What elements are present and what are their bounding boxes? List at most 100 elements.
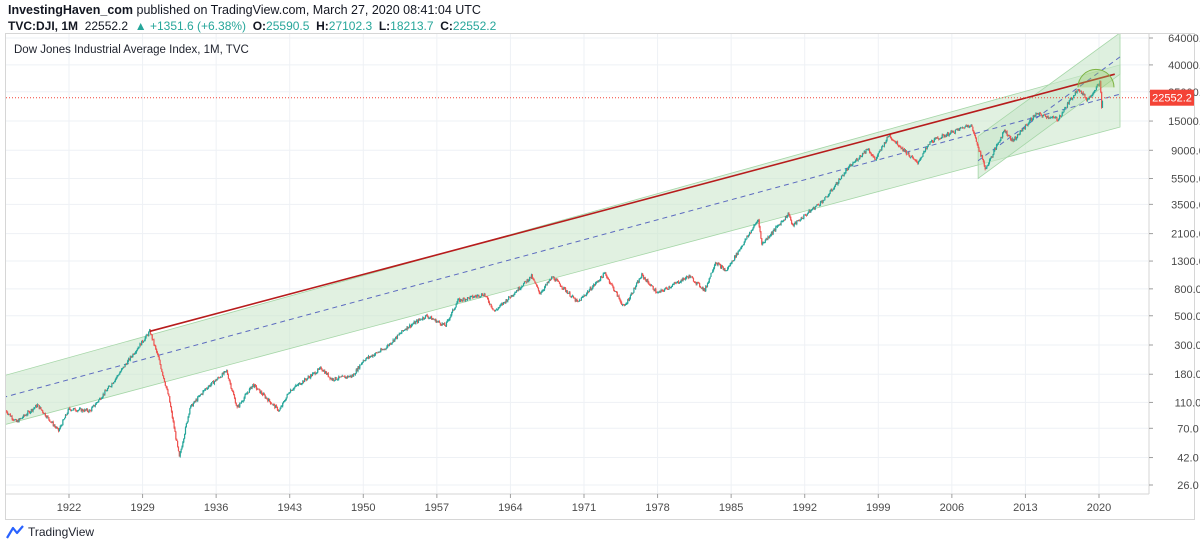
- candle-body: [114, 378, 117, 382]
- candle-body: [635, 286, 637, 289]
- candle-body: [734, 255, 736, 261]
- candle-body: [804, 214, 807, 216]
- candle-body: [18, 418, 20, 423]
- candle-body: [167, 389, 169, 395]
- candle-body: [346, 376, 348, 378]
- candle-body: [316, 372, 318, 374]
- candle-body: [1078, 89, 1080, 91]
- author-name[interactable]: InvestingHaven_com: [8, 3, 134, 17]
- candle-body: [41, 409, 43, 411]
- candle-body: [1009, 135, 1012, 140]
- candle-body: [957, 129, 959, 130]
- candle-body: [902, 147, 904, 151]
- candle-body: [152, 339, 154, 340]
- candle-body: [101, 397, 103, 399]
- candle-body: [129, 356, 131, 361]
- candle-body: [848, 165, 850, 167]
- candle-body: [460, 299, 462, 301]
- candle-body: [118, 374, 120, 376]
- candle-body: [965, 125, 967, 127]
- candle-body: [77, 410, 79, 412]
- candle-body: [889, 135, 892, 139]
- candle-body: [628, 298, 631, 301]
- candle-body: [290, 390, 293, 391]
- candle-body: [792, 224, 794, 226]
- candle-body: [578, 300, 580, 302]
- candle-body: [376, 352, 378, 354]
- candle-body: [273, 404, 275, 405]
- candle-body: [425, 314, 427, 316]
- candle-body: [191, 404, 193, 406]
- candle-body: [830, 189, 832, 192]
- candle-body: [50, 421, 52, 423]
- tradingview-brand[interactable]: TradingView: [28, 525, 95, 539]
- candle-body: [595, 281, 597, 284]
- candle-body: [203, 390, 205, 392]
- candle-body: [541, 291, 543, 293]
- candle-body: [1101, 92, 1103, 108]
- candle-body: [421, 319, 423, 321]
- candle-body: [776, 226, 778, 228]
- candle-body: [494, 309, 497, 312]
- candle-body: [158, 357, 160, 361]
- candle-body: [686, 276, 688, 278]
- candle-body: [418, 319, 420, 320]
- candle-body: [253, 384, 255, 388]
- candle-body: [92, 406, 94, 408]
- tradingview-logo-icon[interactable]: [6, 525, 24, 539]
- x-tick-label: 1971: [572, 502, 596, 514]
- candle-body: [572, 295, 575, 299]
- candle-body: [1061, 112, 1063, 116]
- candle-body: [611, 283, 613, 286]
- candle-body: [484, 293, 486, 297]
- symbol-label: TVC:DJI, 1M: [8, 19, 79, 33]
- candle-body: [1079, 90, 1081, 92]
- candle-body: [859, 155, 861, 159]
- candle-body: [490, 303, 492, 307]
- candle-body: [1016, 134, 1019, 138]
- candle-body: [882, 146, 884, 147]
- candle-body: [840, 178, 842, 180]
- candle-body: [299, 382, 301, 385]
- candle-body: [684, 278, 686, 280]
- candle-body: [812, 207, 815, 210]
- candle-body: [912, 157, 914, 159]
- candle-body: [87, 411, 89, 412]
- candle-body: [226, 370, 229, 375]
- candle-body: [995, 144, 998, 150]
- candle-body: [979, 150, 981, 152]
- candle-body: [513, 294, 515, 296]
- candle-body: [596, 281, 598, 283]
- candle-body: [579, 300, 581, 301]
- candle-body: [779, 224, 781, 225]
- candle-body: [1017, 134, 1020, 135]
- candle-body: [653, 289, 655, 291]
- candle-body: [270, 403, 272, 405]
- candle-body: [204, 389, 206, 391]
- candle-body: [751, 230, 753, 231]
- candle-body: [650, 285, 653, 287]
- candle-body: [356, 369, 358, 372]
- candle-body: [537, 287, 540, 291]
- candle-body: [31, 409, 33, 412]
- candle-body: [1090, 95, 1092, 98]
- candle-body: [989, 158, 991, 160]
- candle-body: [409, 324, 412, 327]
- candle-body: [432, 318, 434, 320]
- candle-body: [42, 410, 44, 413]
- candle-body: [872, 155, 874, 157]
- candle-body: [851, 164, 853, 166]
- candle-body: [284, 400, 286, 402]
- candle-body: [839, 179, 841, 181]
- candle-body: [240, 401, 243, 403]
- candle-body: [981, 155, 984, 160]
- candle-body: [900, 147, 902, 149]
- candle-body: [243, 397, 245, 401]
- candle-body: [946, 132, 949, 135]
- candle-body: [621, 304, 624, 306]
- candle-body: [1036, 113, 1038, 114]
- candle-body: [116, 375, 118, 378]
- candle-body: [704, 288, 706, 291]
- candle-body: [690, 276, 692, 278]
